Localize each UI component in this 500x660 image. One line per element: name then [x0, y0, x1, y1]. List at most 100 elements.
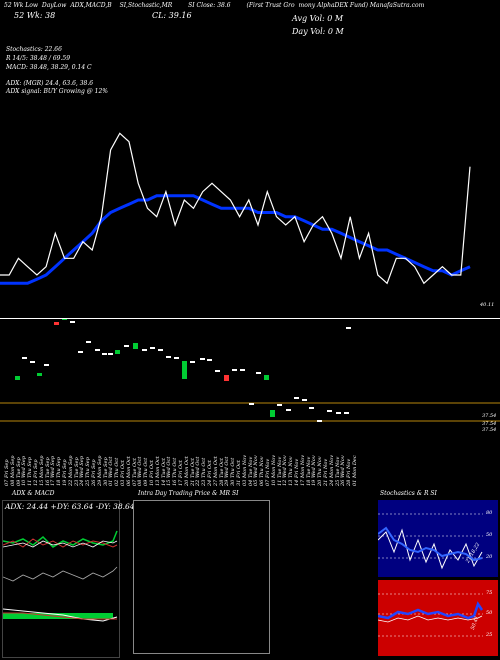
- candle-mark: [224, 375, 229, 381]
- candle-mark: [150, 347, 155, 349]
- header-field-stoch: SI,Stochastic,MR: [119, 2, 173, 9]
- header-field-site: mony AlphaDEX Fund) ManafaSutra.com: [298, 2, 425, 9]
- level-label-2: 37.54: [482, 421, 497, 427]
- price-axis-label: 40.11: [480, 302, 495, 308]
- stoch-tick-20: 20: [486, 554, 493, 560]
- candle-mark: [95, 349, 100, 351]
- candle-mark: [115, 350, 120, 354]
- macd-line: [3, 608, 118, 622]
- candle-mark: [70, 321, 75, 323]
- mr-graph: [378, 593, 484, 637]
- r-readout: R 14/5: 38.48 / 69.59: [6, 55, 71, 62]
- candle-mark: [142, 349, 147, 351]
- adx-signal-readout: ADX signal: BUY Growing @ 12%: [6, 88, 108, 95]
- mr-white-line: [378, 615, 483, 623]
- date-label: 29 Mon Sep: [96, 455, 103, 486]
- macd-signal-line: [3, 612, 117, 620]
- stochastics-readout: Stochastics: 22.66: [6, 46, 62, 53]
- candle-mark: [133, 343, 138, 349]
- candle-mark: [200, 358, 205, 360]
- stochastics-title: Stochastics & R SI: [380, 490, 437, 497]
- intraday-title: Intra Day Trading Price & MR SI: [138, 490, 239, 497]
- candle-mark: [327, 410, 332, 412]
- candle-mark: [174, 357, 179, 359]
- candle-mark: [249, 403, 254, 405]
- stochastics-graph: [378, 513, 483, 570]
- date-axis: 07 Fri Sep 08 Mon Sep 09 Tue Sep 10 Wed Sep…: [0, 432, 360, 488]
- header-field-close: SI Close: 38.6: [188, 2, 231, 9]
- mr-tick-25: 25: [486, 632, 493, 638]
- candle-mark: [240, 369, 245, 371]
- price-line: [0, 132, 471, 285]
- candle-mark: [294, 397, 299, 399]
- wk-low-label: 52 Wk: 38: [14, 11, 56, 20]
- candle-mark: [344, 412, 349, 414]
- level-chart: [0, 319, 500, 422]
- candle-mark: [256, 372, 261, 374]
- date-label: 08 Mon Sep: [9, 455, 16, 486]
- candle-mark: [190, 361, 195, 363]
- divider-top: [0, 318, 500, 319]
- candle-mark: [277, 404, 282, 406]
- candle-mark: [264, 375, 269, 380]
- candle-mark: [124, 345, 129, 347]
- price-chart: [0, 132, 471, 285]
- adx-green-line: [3, 530, 118, 548]
- candle-mark: [207, 359, 212, 361]
- date-label: 13 Mon Oct: [154, 456, 161, 486]
- candle-mark: [108, 353, 113, 355]
- adx-gray-line: [3, 566, 118, 582]
- candle-mark: [309, 407, 314, 409]
- adx-macd-readout: ADX: 24.44 +DY: 63.64 -DY: 38.64: [5, 502, 135, 511]
- header-line: 52 Wk Low DayLow ADX,MACD,B SI,Stochasti…: [4, 2, 500, 9]
- date-label: 20 Mon Oct: [183, 456, 190, 486]
- header-field-adx: ADX,MACD,B: [70, 2, 112, 9]
- candle-mark: [215, 370, 220, 372]
- adx-red-line: [3, 538, 118, 548]
- candle-mark: [336, 412, 341, 414]
- stoch-d-line: [378, 526, 483, 562]
- level-label-3: 37.54: [482, 427, 497, 433]
- adx-macd-panel: ADX: 24.44 +DY: 63.64 -DY: 38.64: [2, 500, 135, 658]
- candle-mark: [232, 369, 237, 371]
- date-label: 06 Mon Oct: [125, 456, 132, 486]
- date-label: 01 Mon Dec: [352, 455, 358, 486]
- stoch-tick-50: 50: [486, 532, 493, 538]
- date-label: 10 Mon Nov: [270, 454, 277, 486]
- candle-mark: [86, 341, 91, 343]
- candle-mark: [302, 399, 307, 401]
- candle-mark: [22, 357, 27, 359]
- date-label: 27 Mon Oct: [212, 456, 219, 486]
- date-label: 24 Mon Nov: [328, 454, 335, 486]
- candle-mark: [30, 361, 35, 363]
- candle-mark: [166, 356, 171, 358]
- adx-readout: ADX: (MGR) 24.4, 63.6, 38.6: [6, 80, 94, 87]
- header-field-daylow: DayLow: [41, 2, 67, 9]
- stochastics-panel: 80 50 20 21,18,22: [378, 500, 498, 577]
- candle-mark: [44, 364, 49, 366]
- macd-readout: MACD: 38.48, 38.29, 0.14 C: [6, 64, 92, 71]
- day-vol-label: Day Vol: 0 M: [292, 27, 344, 36]
- candle-mark: [102, 353, 107, 355]
- candle-mark: [286, 409, 291, 411]
- date-label: 22 Mon Sep: [67, 455, 74, 486]
- candle-mark: [346, 327, 351, 329]
- intraday-panel: [133, 500, 270, 654]
- candle-mark: [78, 351, 83, 353]
- adx-macd-title: ADX & MACD: [12, 490, 55, 497]
- candle-mark: [54, 322, 59, 325]
- avg-vol-label: Avg Vol: 0 M: [292, 14, 344, 23]
- header-field-fund: (First Trust Gro: [246, 2, 295, 9]
- candle-mark: [182, 361, 187, 379]
- date-label: 15 Mon Sep: [38, 455, 45, 486]
- mr-tick-75: 75: [486, 590, 493, 596]
- candle-mark: [37, 373, 42, 376]
- candle-mark: [270, 410, 275, 417]
- adx-white-line: [3, 540, 118, 548]
- date-label: 03 Mon Nov: [241, 454, 248, 486]
- mr-panel: 75 50 25 50.41: [378, 580, 498, 656]
- mr-tick-50: 50: [486, 610, 493, 616]
- candle-mark: [62, 319, 67, 320]
- stoch-k-line: [378, 528, 483, 570]
- close-label: CL: 39.16: [152, 11, 192, 20]
